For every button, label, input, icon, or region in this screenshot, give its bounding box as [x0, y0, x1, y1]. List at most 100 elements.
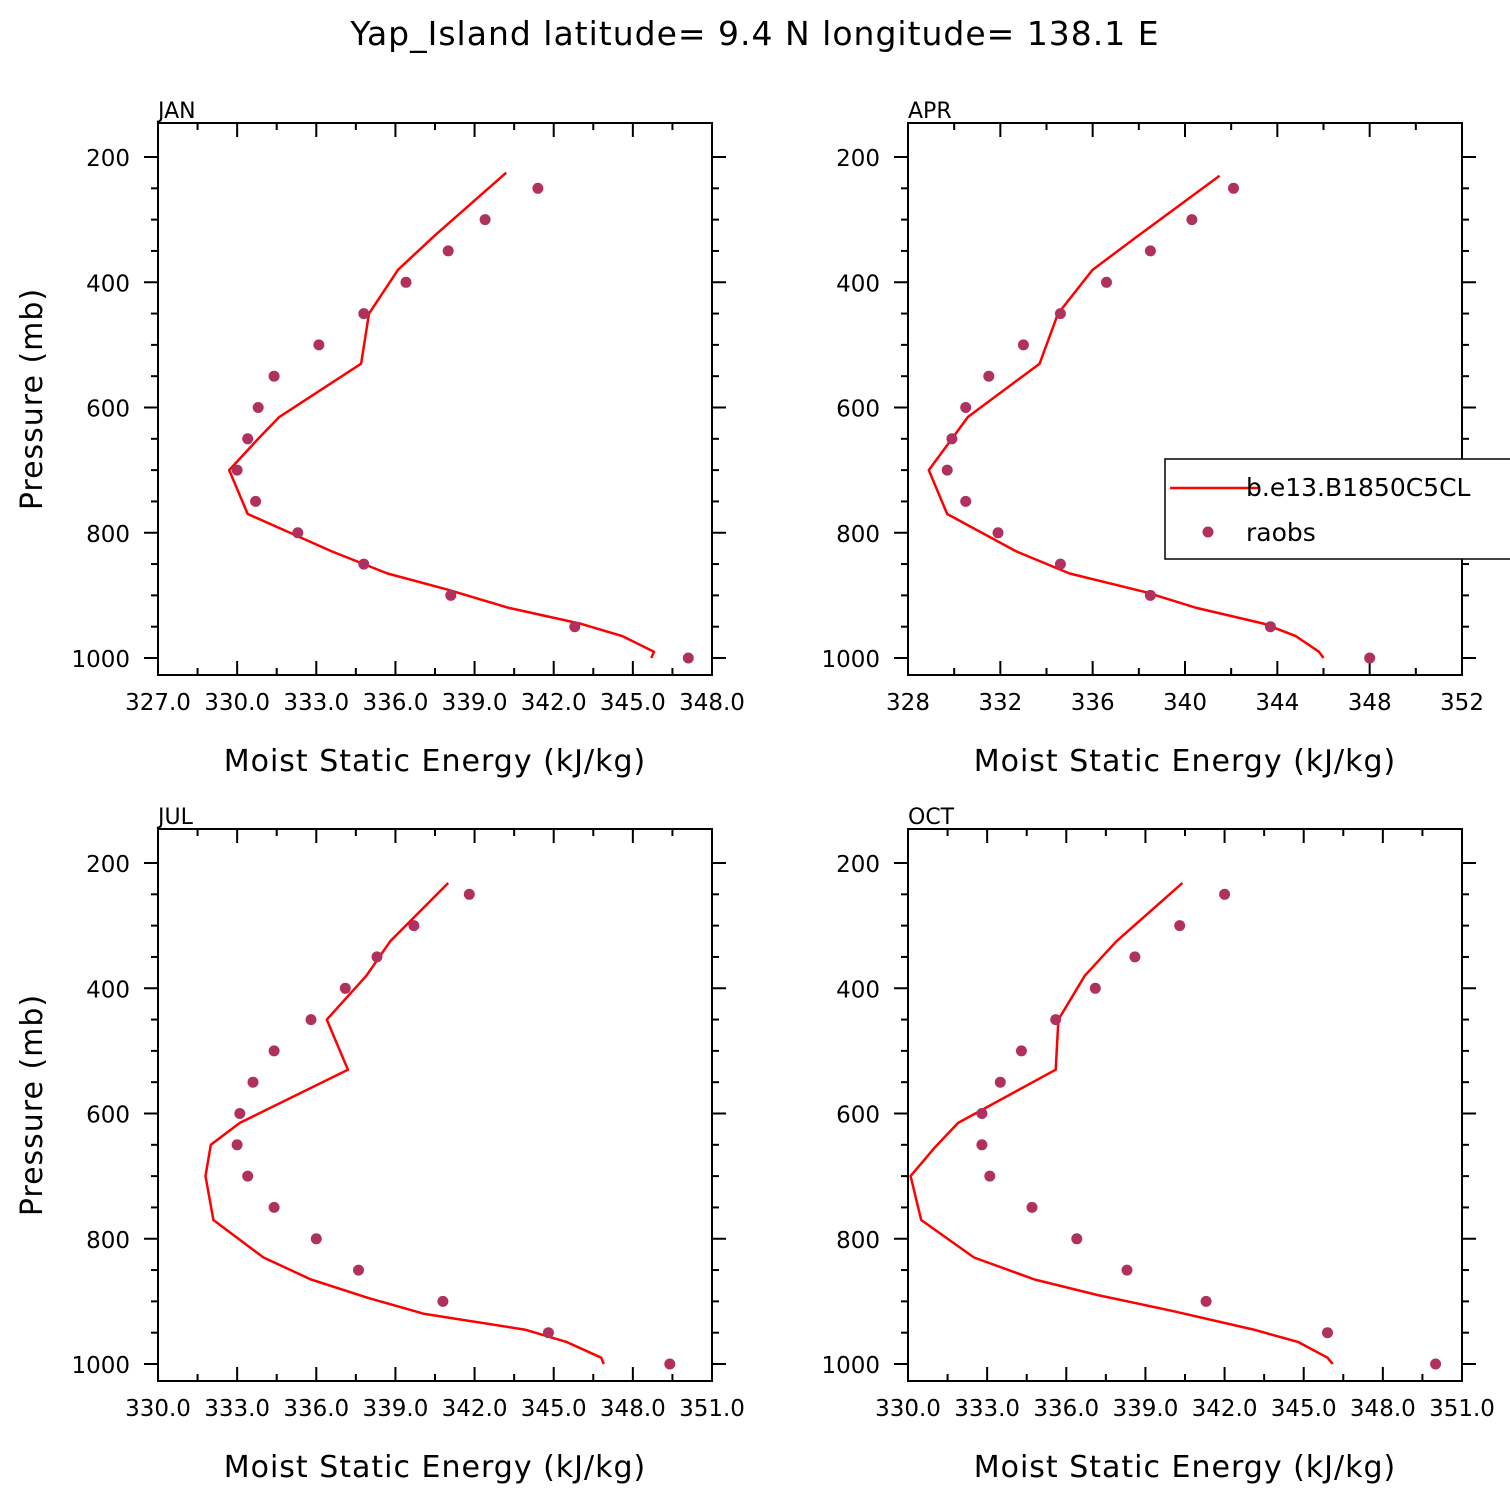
obs-data-point — [1322, 1327, 1333, 1339]
y-tick-label: 200 — [836, 852, 880, 878]
x-tick-label: 339.0 — [362, 1396, 428, 1422]
obs-data-point — [1228, 182, 1239, 194]
model-series-line — [927, 174, 1325, 659]
model-series-line — [204, 882, 605, 1365]
obs-data-point — [1264, 621, 1276, 633]
x-tick-label: 348.0 — [600, 1396, 666, 1422]
figure-title: Yap_Island latitude= 9.4 N longitude= 13… — [349, 14, 1159, 53]
obs-data-point — [994, 1076, 1006, 1088]
x-tick-label: 330.0 — [125, 1396, 191, 1422]
x-tick-label: 348 — [1348, 690, 1392, 716]
obs-data-point — [682, 652, 694, 664]
obs-data-point — [479, 214, 491, 226]
legend: b.e13.B1850C5CL raobs — [1164, 458, 1510, 560]
x-tick-label: 339.0 — [442, 690, 508, 716]
x-tick-label: 352 — [1440, 690, 1484, 716]
obs-data-point — [1089, 982, 1101, 994]
obs-data-point — [1364, 652, 1376, 664]
x-tick-label: 351.0 — [679, 1396, 745, 1422]
obs-data-point — [1174, 920, 1186, 932]
obs-data-point — [371, 951, 383, 963]
legend-box — [1164, 458, 1510, 560]
y-tick-label: 800 — [86, 522, 130, 548]
y-tick-label: 800 — [836, 522, 880, 548]
panel-label: OCT — [908, 805, 955, 830]
x-tick-label: 342.0 — [521, 690, 587, 716]
y-axis-title: Pressure (mb) — [15, 994, 50, 1216]
y-tick-label: 200 — [86, 852, 130, 878]
obs-data-point — [268, 370, 280, 382]
obs-data-point — [408, 920, 420, 932]
obs-data-point — [268, 1045, 280, 1057]
x-axis-title: Moist Static Energy (kJ/kg) — [974, 1450, 1397, 1485]
x-tick-label: 328 — [886, 690, 930, 716]
y-tick-label: 400 — [836, 271, 880, 297]
panel-oct: OCT 330.0 333.0 336.0 339.0 342.0 345.0 348.0 35… — [821, 805, 1494, 1485]
obs-data-point — [242, 433, 254, 445]
panels-group: JAN 327.0 330.0 333.0 336.0 339.0 342.0 345.0 34… — [15, 99, 1495, 1485]
obs-data-point — [984, 1170, 996, 1182]
obs-data-point — [231, 464, 243, 476]
obs-data-point — [400, 276, 412, 288]
y-tick-label: 800 — [836, 1228, 880, 1254]
obs-data-point — [1144, 589, 1156, 601]
x-axis-title: Moist Static Energy (kJ/kg) — [974, 744, 1397, 779]
obs-data-point — [353, 1264, 364, 1276]
panel-label: APR — [908, 99, 952, 124]
obs-data-point — [305, 1014, 317, 1026]
x-tick-label: 336 — [1071, 690, 1115, 716]
x-tick-label: 340 — [1163, 690, 1207, 716]
obs-data-point — [1017, 339, 1029, 351]
obs-data-point — [976, 1108, 988, 1119]
x-tick-label: 342.0 — [1192, 1396, 1258, 1422]
y-tick-label: 200 — [836, 146, 880, 172]
panel-jul: JUL 330.0 333.0 336.0 339.0 342.0 345.0 348.0 35… — [15, 805, 745, 1485]
panel-label: JUL — [156, 805, 194, 830]
obs-data-point — [231, 1139, 243, 1151]
x-tick-label: 327.0 — [125, 690, 191, 716]
obs-data-point — [1430, 1358, 1442, 1370]
x-tick-label: 351.0 — [1429, 1396, 1495, 1422]
y-tick-label: 400 — [86, 977, 130, 1003]
obs-data-point — [941, 464, 953, 476]
obs-data-point — [1129, 951, 1141, 963]
legend-model-label: b.e13.B1850C5CL — [1246, 473, 1471, 502]
obs-data-point — [1026, 1201, 1038, 1213]
y-tick-label: 1000 — [821, 1353, 880, 1379]
obs-data-point — [252, 402, 264, 413]
obs-data-point — [569, 621, 581, 633]
x-tick-label: 342.0 — [442, 1396, 508, 1422]
x-tick-label: 336.0 — [283, 1396, 349, 1422]
obs-data-point — [960, 402, 972, 413]
y-tick-label: 400 — [86, 271, 130, 297]
obs-data-point — [664, 1358, 676, 1370]
legend-obs-label: raobs — [1246, 518, 1316, 547]
obs-data-point — [442, 245, 454, 257]
x-tick-label: 339.0 — [1112, 1396, 1178, 1422]
x-tick-label: 344 — [1255, 690, 1299, 716]
y-tick-label: 1000 — [71, 647, 130, 673]
x-axis-title: Moist Static Energy (kJ/kg) — [224, 1450, 647, 1485]
obs-data-point — [1144, 245, 1156, 257]
obs-data-point — [463, 888, 475, 900]
y-tick-label: 800 — [86, 1228, 130, 1254]
obs-data-point — [310, 1233, 322, 1245]
obs-data-point — [1015, 1045, 1027, 1057]
x-tick-label: 336.0 — [362, 690, 428, 716]
y-tick-label: 600 — [836, 1103, 880, 1129]
obs-data-point — [313, 339, 325, 351]
legend-marker-swatch — [1202, 526, 1214, 538]
obs-data-point — [976, 1139, 988, 1151]
obs-data-point — [358, 558, 370, 570]
x-tick-label: 345.0 — [1271, 1396, 1337, 1422]
obs-data-point — [242, 1170, 254, 1182]
x-tick-label: 348.0 — [679, 690, 745, 716]
obs-data-point — [992, 527, 1004, 539]
obs-data-point — [1101, 276, 1112, 288]
obs-data-point — [1054, 558, 1066, 570]
x-tick-label: 345.0 — [600, 690, 666, 716]
obs-data-point — [234, 1108, 246, 1119]
model-series-line — [909, 882, 1334, 1365]
obs-data-point — [445, 589, 457, 601]
